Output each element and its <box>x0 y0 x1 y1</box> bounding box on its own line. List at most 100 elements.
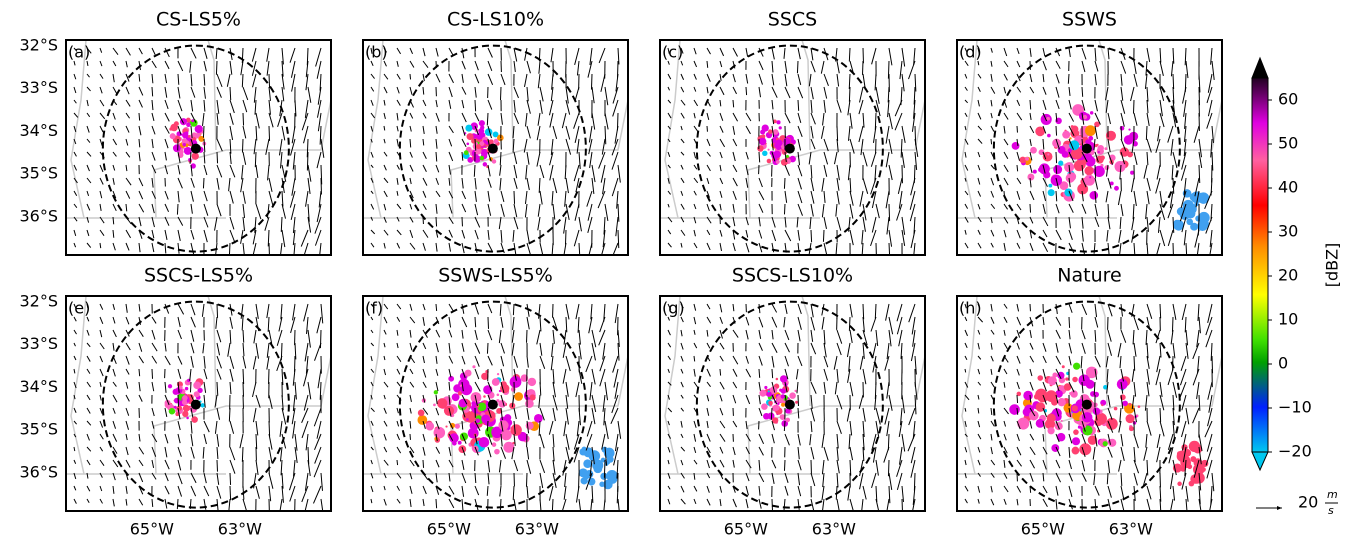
wind-arrow <box>785 165 789 176</box>
wind-arrow <box>887 421 889 436</box>
wind-arrow <box>243 343 244 356</box>
wind-arrow <box>462 100 464 108</box>
wind-arrow <box>191 434 193 446</box>
wind-arrow <box>1157 447 1160 462</box>
wind-arrow <box>978 356 981 359</box>
wind-arrow <box>100 126 103 132</box>
wind-arrow <box>733 421 737 427</box>
wind-arrow <box>191 87 195 98</box>
wind-arrow <box>139 113 140 121</box>
wind-arrow <box>965 74 967 78</box>
echo <box>169 408 175 414</box>
wind-arrow <box>371 486 373 492</box>
wind-arrow <box>1121 74 1122 86</box>
wind-arrow <box>488 304 492 313</box>
wind-arrow <box>488 460 490 472</box>
wind-arrow <box>152 126 155 134</box>
wind-arrow <box>1108 330 1111 342</box>
wind-arrow <box>410 382 414 387</box>
wind-arrow <box>191 486 196 496</box>
wind-arrow <box>895 113 902 130</box>
colorbar-tick-label: 30 <box>1278 222 1298 241</box>
panel-label: (h) <box>959 299 982 318</box>
wind-arrow <box>462 499 463 510</box>
wind-arrow <box>100 191 102 198</box>
wind-arrow <box>113 48 118 55</box>
wind-arrow <box>1147 152 1148 165</box>
wind-arrow <box>965 87 967 91</box>
wind-arrow <box>1095 330 1096 342</box>
wind-arrow <box>1043 369 1046 379</box>
wind-arrow <box>668 87 670 90</box>
echo <box>1034 394 1040 400</box>
wind-arrow <box>423 230 428 238</box>
wind-arrow <box>1160 61 1163 76</box>
wind-arrow <box>384 486 385 490</box>
wind-arrow <box>384 447 387 452</box>
wind-arrow <box>694 48 696 54</box>
wind-arrow <box>384 152 387 156</box>
wind-arrow <box>191 317 195 327</box>
echo <box>1023 391 1033 401</box>
echo <box>1045 390 1057 402</box>
wind-arrow <box>978 113 981 119</box>
echo <box>195 125 203 133</box>
echo <box>183 398 187 402</box>
echo <box>786 155 789 158</box>
wind-arrow <box>824 369 828 381</box>
wind-arrow <box>575 87 579 101</box>
wind-arrow <box>540 460 545 473</box>
wind-arrow <box>436 217 437 226</box>
panel-title: CS-LS10% <box>447 9 544 31</box>
wind-arrow <box>371 243 374 247</box>
wind-arrow <box>590 382 592 400</box>
wind-arrow <box>991 434 992 440</box>
wind-arrow <box>190 382 191 392</box>
wind-arrow <box>252 243 256 258</box>
wind-arrow <box>191 447 194 459</box>
echo <box>498 400 506 408</box>
wind-arrow <box>1144 165 1147 179</box>
wind-arrow <box>785 191 787 203</box>
wind-arrow <box>895 100 902 116</box>
wind-arrow <box>423 204 426 210</box>
echo <box>471 401 475 405</box>
wind-arrow <box>965 421 966 427</box>
wind-arrow <box>384 61 386 66</box>
wind-arrow <box>849 74 850 89</box>
wind-arrow <box>526 165 527 179</box>
wind-arrow <box>74 408 76 413</box>
wind-arrow <box>204 165 207 175</box>
echo <box>1065 377 1068 380</box>
wind-arrow <box>978 152 980 157</box>
echo <box>1055 422 1063 430</box>
wind-arrow <box>475 499 478 510</box>
wind-arrow <box>165 74 167 83</box>
wind-arrow <box>772 61 773 72</box>
wind-arrow <box>139 395 142 402</box>
wind-arrow <box>909 61 915 79</box>
wind-arrow <box>1068 74 1069 84</box>
wind-arrow <box>1043 343 1046 352</box>
wind-arrow <box>759 304 760 313</box>
wind-arrow <box>462 230 465 238</box>
wind-arrow <box>1004 317 1007 323</box>
wind-arrow <box>282 87 284 101</box>
wind-arrow <box>487 486 488 496</box>
echo <box>182 132 188 138</box>
wind-arrow <box>798 243 799 255</box>
wind-arrow <box>562 113 566 128</box>
wind-arrow <box>599 152 605 169</box>
wind-arrow <box>863 369 866 384</box>
wind-arrow <box>681 382 683 387</box>
wind-arrow <box>871 317 876 332</box>
wind-arrow <box>204 74 205 86</box>
wind-arrow <box>100 165 103 172</box>
echo <box>1009 404 1020 415</box>
wind-arrow <box>681 61 683 65</box>
wind-arrow <box>991 421 994 426</box>
wind-arrow <box>798 139 801 150</box>
wind-arrow <box>1030 191 1034 200</box>
wind-arrow <box>371 230 375 234</box>
wind-arrow <box>527 317 529 329</box>
